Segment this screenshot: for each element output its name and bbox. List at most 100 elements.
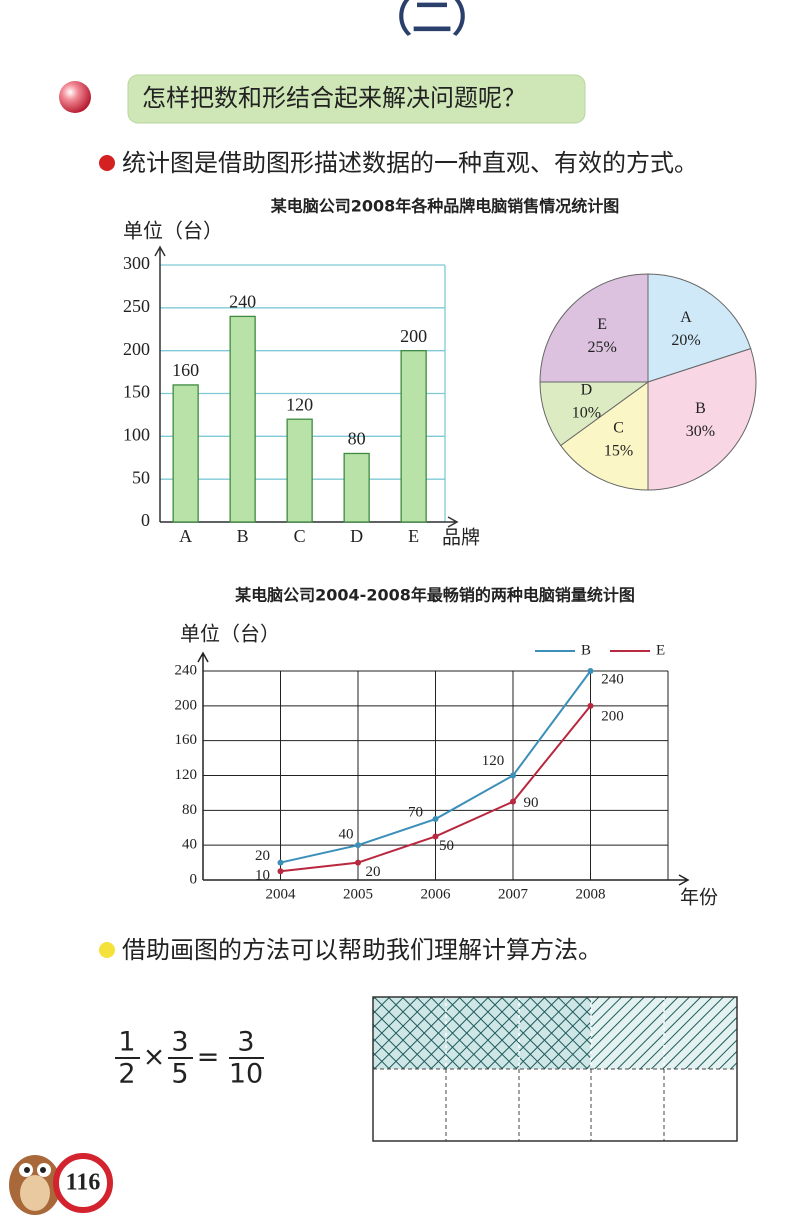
x-axis-label: 年份 bbox=[680, 887, 718, 909]
x-tick-label: C bbox=[294, 526, 306, 546]
y-tick-label: 40 bbox=[182, 837, 197, 853]
pie-slice bbox=[559, 381, 649, 491]
y-tick-label: 150 bbox=[123, 382, 150, 402]
bar bbox=[400, 350, 427, 523]
x-tick-label: 2005 bbox=[343, 886, 373, 902]
fraction-equation: 1 2 × 3 5 = 3 10 bbox=[115, 1027, 264, 1090]
x-axis bbox=[203, 874, 690, 886]
value-label: 80 bbox=[348, 429, 366, 449]
numerator: 1 bbox=[118, 1027, 135, 1058]
value-label: 240 bbox=[229, 292, 256, 312]
operator: × bbox=[143, 1042, 166, 1073]
legend-label: E bbox=[656, 642, 665, 658]
value-label: 200 bbox=[400, 326, 427, 346]
chart-title: 某电脑公司2008年各种品牌电脑销售情况统计图 bbox=[270, 197, 620, 216]
y-axis bbox=[197, 651, 209, 880]
data-point bbox=[355, 842, 361, 849]
denominator: 2 bbox=[118, 1059, 135, 1090]
y-tick-label: 0 bbox=[141, 510, 150, 530]
y-tick-label: 240 bbox=[175, 662, 198, 678]
bar bbox=[286, 418, 313, 523]
y-tick-label: 100 bbox=[123, 424, 150, 444]
value-label: 160 bbox=[172, 360, 199, 380]
bullet bbox=[99, 942, 115, 958]
data-point bbox=[510, 772, 516, 779]
value-label: 90 bbox=[524, 795, 539, 811]
operator: = bbox=[197, 1042, 220, 1073]
question-text: 怎样把数和形结合起来解决问题呢？ bbox=[142, 84, 526, 112]
data-point bbox=[587, 668, 594, 674]
question-icon bbox=[59, 81, 91, 113]
bar bbox=[172, 384, 199, 523]
x-tick-label: 2006 bbox=[421, 886, 452, 902]
diagram-border bbox=[372, 996, 738, 1142]
value-label: 50 bbox=[439, 838, 454, 854]
y-tick-label: 80 bbox=[182, 802, 197, 818]
denominator: 10 bbox=[229, 1059, 263, 1090]
y-tick-label: 250 bbox=[123, 296, 150, 316]
y-axis-label: 单位（台） bbox=[180, 622, 280, 646]
numerator: 3 bbox=[237, 1027, 254, 1058]
data-point bbox=[277, 859, 284, 866]
x-tick-label: E bbox=[408, 526, 419, 546]
question-box bbox=[127, 74, 586, 124]
data-point bbox=[432, 816, 439, 823]
value-label: 70 bbox=[408, 804, 423, 820]
y-tick-label: 200 bbox=[123, 339, 150, 359]
x-axis-label: 品牌 bbox=[442, 527, 480, 549]
x-tick-label: 2004 bbox=[266, 886, 297, 902]
x-tick-label: 2008 bbox=[576, 886, 606, 902]
numerator: 3 bbox=[171, 1027, 188, 1058]
owl-mascot bbox=[9, 1155, 61, 1215]
x-tick-label: D bbox=[350, 526, 363, 546]
slice-label: A bbox=[680, 309, 692, 326]
point-text: 借助画图的方法可以帮助我们理解计算方法。 bbox=[122, 936, 602, 964]
section-title: （二） bbox=[372, 0, 492, 41]
area-diagram bbox=[372, 996, 738, 1142]
slice-value: 30% bbox=[686, 423, 715, 440]
value-label: 200 bbox=[601, 708, 624, 724]
slice-value: 20% bbox=[671, 332, 700, 349]
pie-slice bbox=[647, 347, 757, 491]
slice-label: C bbox=[613, 419, 624, 436]
chart-title: 某电脑公司2004-2008年最畅销的两种电脑销量统计图 bbox=[234, 586, 635, 605]
y-tick-label: 300 bbox=[123, 253, 150, 273]
slice-label: B bbox=[695, 400, 706, 417]
value-label: 20 bbox=[366, 864, 381, 880]
value-label: 20 bbox=[255, 848, 270, 864]
value-label: 240 bbox=[601, 671, 624, 687]
value-label: 120 bbox=[286, 394, 313, 414]
data-point bbox=[510, 798, 516, 805]
data-point bbox=[355, 859, 361, 866]
x-tick-label: B bbox=[237, 526, 249, 546]
slice-value: 10% bbox=[572, 405, 601, 422]
point-text: 统计图是借助图形描述数据的一种直观、有效的方式。 bbox=[122, 149, 698, 177]
y-axis bbox=[154, 245, 166, 522]
data-point bbox=[432, 833, 439, 840]
bullet bbox=[99, 155, 115, 171]
y-tick-label: 0 bbox=[190, 871, 198, 887]
legend-label: B bbox=[581, 642, 591, 658]
denominator: 5 bbox=[171, 1059, 188, 1090]
crosshatch-area bbox=[373, 997, 591, 1069]
y-tick-label: 120 bbox=[175, 767, 198, 783]
value-label: 40 bbox=[339, 827, 354, 843]
data-point bbox=[277, 868, 284, 875]
data-point bbox=[587, 702, 594, 709]
pie-slice bbox=[647, 273, 752, 383]
y-axis-label: 单位（台） bbox=[123, 219, 223, 243]
y-tick-label: 200 bbox=[175, 697, 198, 713]
y-tick-label: 50 bbox=[132, 467, 150, 487]
page-number: 116 bbox=[66, 1170, 101, 1196]
page-number-badge bbox=[53, 1153, 113, 1213]
x-tick-label: A bbox=[179, 526, 192, 546]
slice-label: D bbox=[581, 382, 593, 399]
slice-label: E bbox=[597, 316, 607, 333]
bar bbox=[229, 315, 256, 523]
slice-value: 25% bbox=[588, 339, 617, 356]
x-tick-label: 2007 bbox=[498, 886, 529, 902]
slice-value: 15% bbox=[604, 442, 633, 459]
value-label: 10 bbox=[255, 868, 270, 884]
